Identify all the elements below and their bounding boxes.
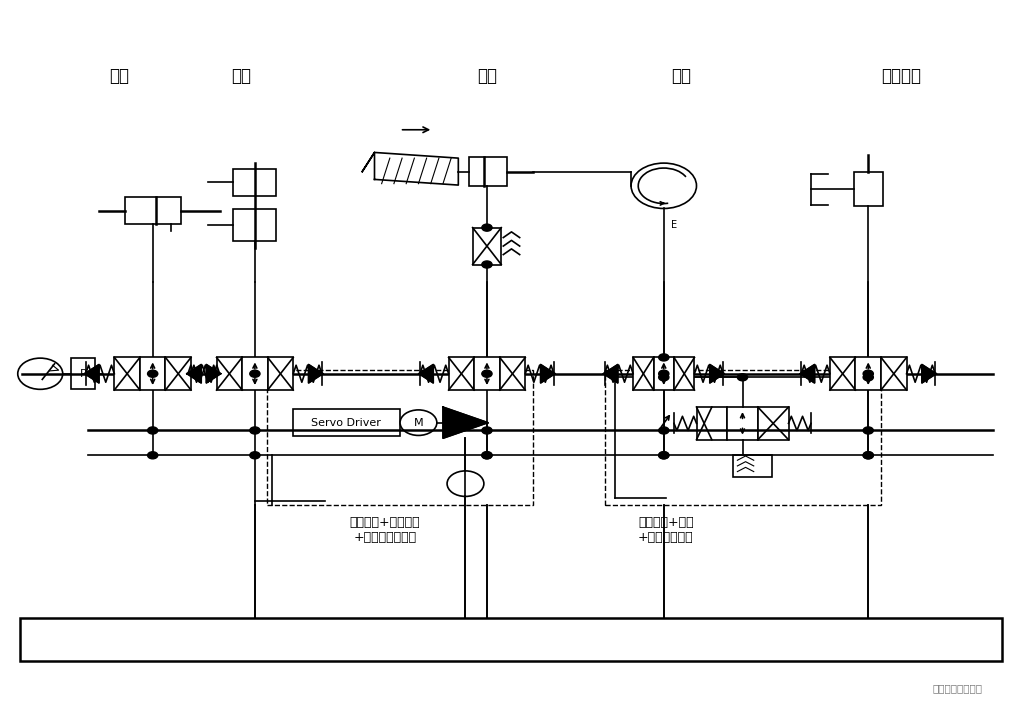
Bar: [125, 197, 180, 224]
Polygon shape: [709, 365, 724, 383]
Bar: [473, 228, 501, 265]
Bar: [115, 357, 139, 390]
Polygon shape: [187, 365, 201, 383]
Circle shape: [863, 370, 873, 377]
Circle shape: [148, 427, 158, 434]
Circle shape: [482, 261, 492, 268]
Circle shape: [250, 427, 260, 434]
Circle shape: [659, 374, 669, 381]
Bar: [268, 357, 293, 390]
Circle shape: [631, 163, 697, 209]
Polygon shape: [604, 365, 618, 383]
Bar: [757, 407, 788, 440]
Bar: [234, 209, 277, 241]
Text: M: M: [414, 418, 423, 428]
Bar: [674, 357, 695, 390]
Text: 系统卸荷+加载
+保压特殊回路: 系统卸荷+加载 +保压特殊回路: [638, 515, 694, 544]
Text: 锁模: 锁模: [109, 67, 129, 85]
Circle shape: [148, 370, 158, 377]
Text: 溶胶: 溶胶: [671, 67, 691, 85]
Text: 伺服驱动+伺服电机
+变速驱动叶片泵: 伺服驱动+伺服电机 +变速驱动叶片泵: [350, 515, 420, 544]
Polygon shape: [419, 365, 434, 383]
Circle shape: [148, 451, 158, 459]
Bar: [234, 169, 277, 196]
Bar: [882, 357, 906, 390]
Bar: [165, 357, 191, 390]
Circle shape: [737, 374, 747, 381]
Circle shape: [482, 224, 492, 231]
Bar: [216, 357, 242, 390]
Text: 弹笧号十佣业机电: 弹笧号十佣业机电: [933, 683, 983, 693]
Circle shape: [863, 427, 873, 434]
Bar: [139, 357, 165, 390]
Text: P: P: [80, 369, 86, 379]
Bar: [830, 357, 856, 390]
Circle shape: [659, 451, 669, 459]
Polygon shape: [85, 365, 99, 383]
Bar: [727, 407, 757, 440]
Polygon shape: [540, 365, 555, 383]
Bar: [633, 357, 654, 390]
Text: E: E: [671, 220, 678, 230]
Circle shape: [863, 451, 873, 459]
Bar: [854, 172, 883, 206]
Text: 顶针油缸: 顶针油缸: [880, 67, 920, 85]
Polygon shape: [921, 365, 936, 383]
Circle shape: [250, 370, 260, 377]
Polygon shape: [206, 365, 220, 383]
Bar: [654, 357, 674, 390]
Bar: [500, 357, 525, 390]
Circle shape: [659, 370, 669, 377]
Circle shape: [863, 451, 873, 459]
Bar: [856, 357, 882, 390]
Circle shape: [482, 427, 492, 434]
Circle shape: [482, 451, 492, 459]
Polygon shape: [309, 365, 323, 383]
Bar: [605, 370, 880, 505]
Circle shape: [863, 374, 873, 381]
Bar: [475, 357, 500, 390]
Text: 射移: 射移: [232, 67, 251, 85]
Bar: [293, 409, 400, 436]
Circle shape: [482, 451, 492, 459]
Circle shape: [659, 354, 669, 361]
Bar: [242, 357, 268, 390]
Circle shape: [482, 370, 492, 377]
Polygon shape: [801, 365, 815, 383]
Circle shape: [659, 451, 669, 459]
Circle shape: [659, 427, 669, 434]
Bar: [468, 157, 507, 186]
Circle shape: [447, 471, 484, 496]
Circle shape: [250, 451, 260, 459]
Bar: [268, 370, 533, 505]
Circle shape: [400, 410, 437, 436]
Bar: [19, 619, 1002, 661]
Bar: [697, 407, 727, 440]
Text: Servo Driver: Servo Driver: [312, 418, 381, 428]
Bar: [449, 357, 475, 390]
Bar: [71, 358, 95, 389]
Bar: [733, 454, 772, 477]
Polygon shape: [443, 407, 488, 439]
Text: 射胶: 射胶: [477, 67, 497, 85]
